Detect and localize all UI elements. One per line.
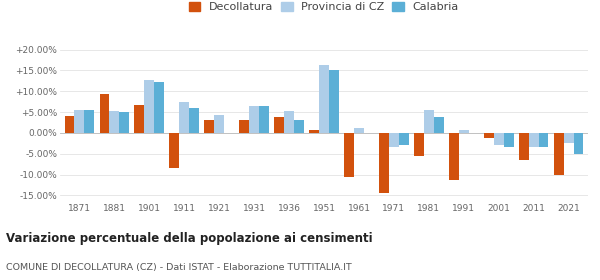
Bar [459, 130, 469, 133]
Bar [504, 133, 514, 148]
Bar [284, 111, 294, 133]
Bar [109, 111, 119, 133]
Bar [574, 133, 583, 154]
Bar [529, 133, 539, 148]
Bar [84, 110, 94, 133]
Bar [564, 133, 574, 143]
Bar [134, 105, 144, 133]
Bar [274, 117, 284, 133]
Bar [449, 133, 459, 179]
Bar [554, 133, 564, 174]
Bar [294, 120, 304, 133]
Bar [414, 133, 424, 156]
Bar [74, 110, 84, 133]
Text: Variazione percentuale della popolazione ai censimenti: Variazione percentuale della popolazione… [6, 232, 373, 245]
Bar [144, 80, 154, 133]
Bar [249, 106, 259, 133]
Bar [100, 94, 109, 133]
Bar [319, 66, 329, 133]
Bar [154, 82, 164, 133]
Bar [65, 116, 74, 133]
Bar [119, 112, 129, 133]
Bar [259, 106, 269, 133]
Bar [354, 128, 364, 133]
Bar [389, 133, 399, 148]
Bar [484, 133, 494, 138]
Bar [214, 115, 224, 133]
Bar [399, 133, 409, 145]
Bar [519, 133, 529, 160]
Bar [329, 70, 338, 133]
Bar [434, 118, 443, 133]
Bar [344, 133, 354, 177]
Bar [189, 108, 199, 133]
Text: COMUNE DI DECOLLATURA (CZ) - Dati ISTAT - Elaborazione TUTTITALIA.IT: COMUNE DI DECOLLATURA (CZ) - Dati ISTAT … [6, 263, 352, 272]
Bar [205, 120, 214, 133]
Bar [379, 133, 389, 193]
Bar [494, 133, 504, 145]
Legend: Decollatura, Provincia di CZ, Calabria: Decollatura, Provincia di CZ, Calabria [187, 0, 461, 15]
Bar [179, 102, 189, 133]
Bar [424, 110, 434, 133]
Bar [310, 130, 319, 133]
Bar [239, 120, 249, 133]
Bar [169, 133, 179, 168]
Bar [539, 133, 548, 148]
